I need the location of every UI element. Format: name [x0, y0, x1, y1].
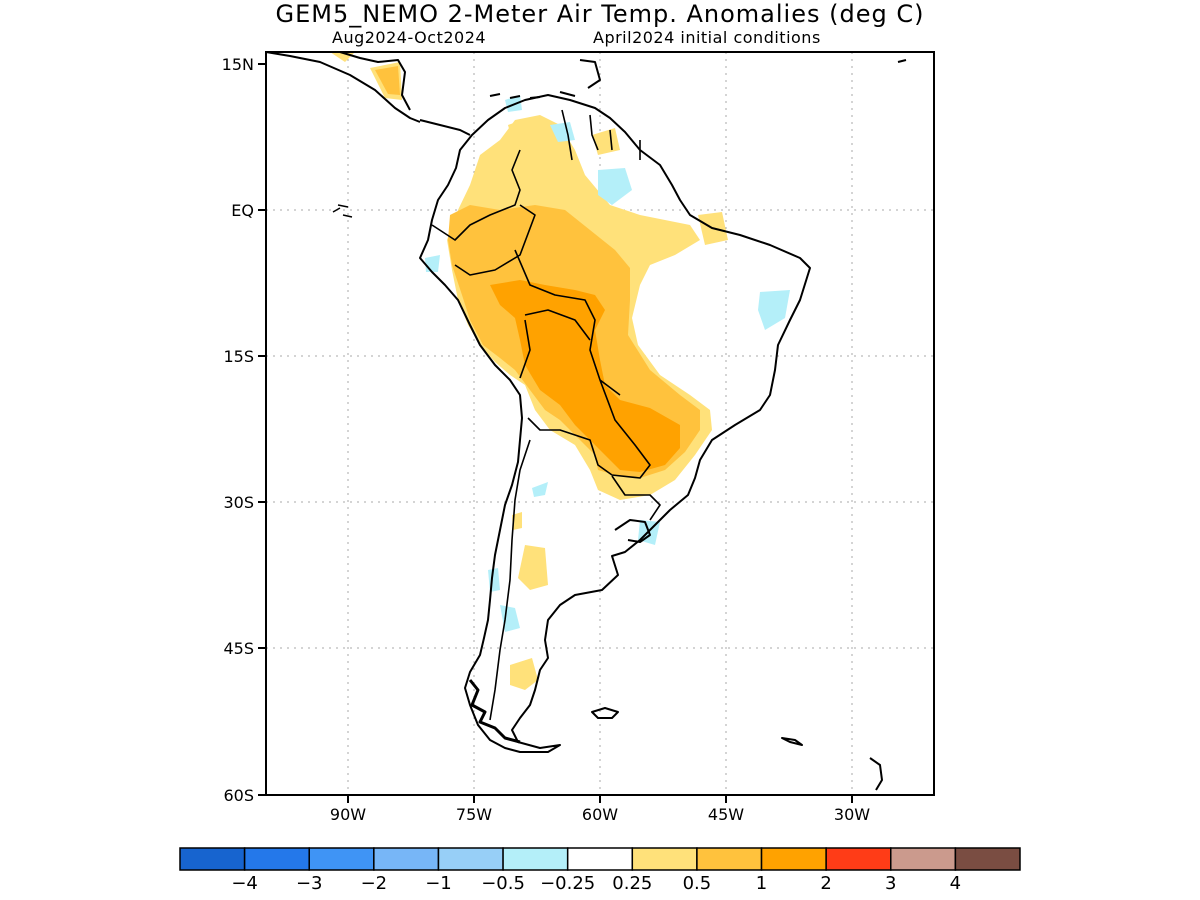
- lat-label: 60S: [223, 786, 254, 805]
- colorbar-swatch: [308, 847, 375, 871]
- galapagos-islands: [332, 204, 353, 218]
- lat-label: 45S: [223, 639, 254, 658]
- colorbar-label: 4: [950, 873, 961, 894]
- lat-label: 30S: [223, 493, 254, 512]
- colorbar-swatch: [954, 847, 1021, 871]
- colorbar-swatch: [825, 847, 892, 871]
- south-america-coast: [419, 94, 811, 753]
- lon-label: 90W: [330, 805, 366, 824]
- falkland-islands: [591, 707, 619, 719]
- colorbar-swatch: [373, 847, 440, 871]
- latitude-labels: 15N EQ 15S 30S 45S 60S: [222, 55, 254, 805]
- period-label: Aug2024-Oct2024: [332, 28, 487, 47]
- colorbar-label: −0.25: [540, 873, 595, 894]
- coastlines: [265, 51, 907, 791]
- longitude-labels: 90W 75W 60W 45W 30W: [330, 805, 870, 824]
- caribbean-islands: [489, 59, 907, 791]
- south-georgia: [781, 737, 803, 746]
- colorbar-swatch: [502, 847, 569, 871]
- colorbar-swatch: [437, 847, 504, 871]
- axis-ticks: [258, 63, 853, 803]
- colorbar-label: 0.5: [683, 873, 712, 894]
- colorbar-label: 0.25: [612, 873, 652, 894]
- lon-label: 75W: [456, 805, 492, 824]
- colorbar-label: −4: [231, 873, 258, 894]
- lat-label: EQ: [231, 201, 254, 220]
- colorbar-swatch: [243, 847, 310, 871]
- colorbar-swatch: [179, 847, 246, 871]
- lat-label: 15S: [223, 347, 254, 366]
- colorbar-label: −2: [361, 873, 388, 894]
- colorbar-label: 3: [885, 873, 896, 894]
- colorbar-label: −1: [425, 873, 452, 894]
- central-america-coast: [265, 51, 471, 136]
- colorbar-label: −0.5: [481, 873, 525, 894]
- colorbar-swatch: [696, 847, 763, 871]
- anomaly-region-dark-orange: [490, 280, 680, 472]
- lat-label: 15N: [222, 55, 254, 74]
- colorbar-swatch: [566, 847, 634, 871]
- colorbar-label: 2: [820, 873, 831, 894]
- lon-label: 60W: [582, 805, 618, 824]
- colorbar: −4 −3 −2 −1 −0.5 −0.25 0.25 0.5 1 2 3 4: [179, 847, 1021, 894]
- init-conditions-label: April2024 initial conditions: [593, 28, 821, 47]
- colorbar-swatch: [631, 847, 698, 871]
- country-borders: [431, 109, 661, 721]
- fuegian-coast: [468, 679, 521, 744]
- lon-label: 30W: [834, 805, 870, 824]
- anomaly-shading: [330, 52, 790, 690]
- map-title: GEM5_NEMO 2-Meter Air Temp. Anomalies (d…: [275, 0, 925, 28]
- colorbar-swatch: [760, 847, 827, 871]
- river-plate: [614, 519, 651, 543]
- lon-label: 45W: [708, 805, 744, 824]
- colorbar-swatch: [890, 847, 957, 871]
- colorbar-label: 1: [756, 873, 767, 894]
- colorbar-label: −3: [296, 873, 323, 894]
